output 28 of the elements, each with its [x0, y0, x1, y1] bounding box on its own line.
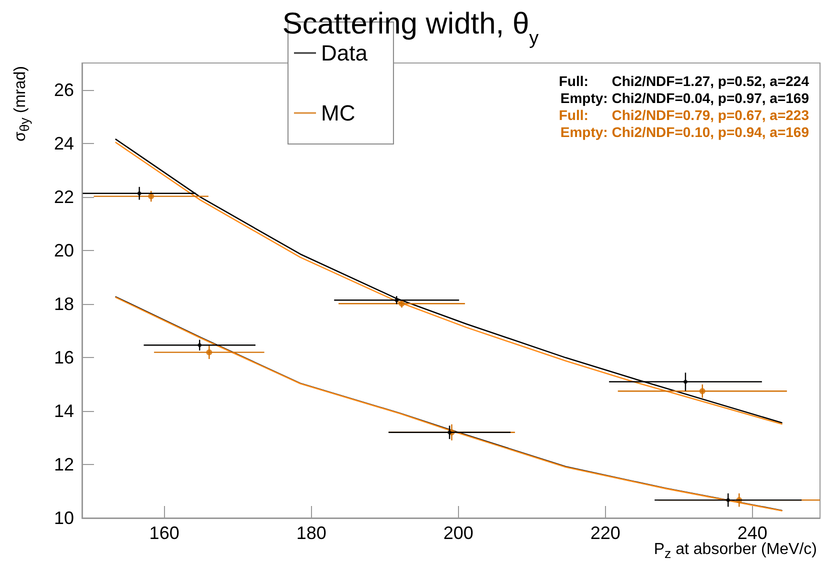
point — [198, 343, 202, 348]
y-tick-label: 12 — [54, 454, 74, 474]
legend-label: MC — [321, 100, 356, 126]
y-tick-label: 14 — [54, 400, 74, 421]
y-tick-label: 10 — [54, 508, 74, 528]
x-axis-title: P$_{z}$ at absorber (MeV/c) — [654, 541, 817, 562]
point — [448, 430, 452, 434]
y-tick-label: 26 — [54, 80, 74, 100]
y-tick-label: 16 — [54, 347, 74, 368]
y-tick-label: 22 — [54, 186, 74, 207]
x-tick-label: 220 — [590, 523, 620, 543]
point — [206, 349, 212, 356]
x-tick-label: 180 — [296, 523, 326, 543]
point — [699, 388, 706, 394]
annotation: Empty: Chi2/NDF=0.04, p=0.97, a=169 — [560, 90, 810, 106]
annotation: Empty: Chi2/NDF=0.10, p=0.94, a=169 — [560, 124, 810, 140]
x-tick-label: 240 — [737, 523, 768, 543]
x-tick-label: 200 — [443, 523, 474, 543]
x-tick-label: 160 — [149, 523, 180, 543]
point — [683, 380, 688, 384]
annotation: Full: Chi2/NDF=0.79, p=0.67, a=223 — [558, 107, 810, 123]
point — [726, 498, 730, 502]
y-tick-label: 18 — [54, 294, 74, 314]
y-tick-label: 24 — [54, 133, 74, 154]
y-tick-label: 20 — [54, 240, 74, 260]
annotation: Full: Chi2/NDF=1.27, p=0.52, a=224 — [558, 73, 810, 89]
point — [137, 191, 142, 196]
point — [398, 300, 405, 307]
